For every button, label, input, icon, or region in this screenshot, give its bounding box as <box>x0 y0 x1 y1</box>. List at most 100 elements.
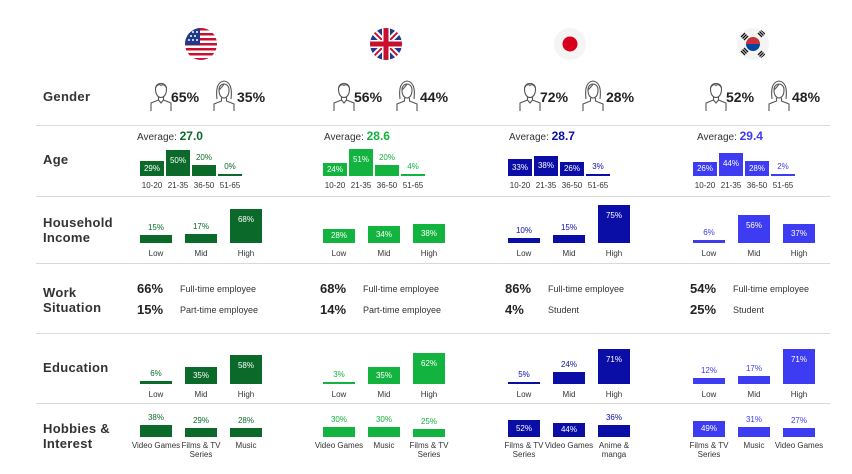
work-situation-percent: 14% <box>320 302 347 317</box>
education-category-label: Low <box>148 390 164 399</box>
education-category-label: High <box>237 390 255 399</box>
age-bar: 28% <box>745 161 769 176</box>
gender-male-value: 56% <box>354 89 383 105</box>
income-bar: 34% <box>368 226 400 243</box>
education-category-label: Mid <box>747 390 761 399</box>
age-bar: 26% <box>693 162 717 176</box>
education-bar: 35% <box>368 367 400 384</box>
education-category-label: Mid <box>377 390 391 399</box>
income-category-label: High <box>790 249 808 258</box>
age-bar: 20% <box>375 153 399 176</box>
education-bar-label: 24% <box>560 360 577 369</box>
income-bar-label: 17% <box>192 222 209 231</box>
education-bar: 71% <box>783 349 815 384</box>
age-category-label: 51-65 <box>587 181 609 190</box>
work-situation-label: Student <box>548 305 580 315</box>
age-bar-label: 50% <box>169 156 186 165</box>
work-situation-percent: 66% <box>137 281 164 296</box>
education-bar: 12% <box>693 366 725 384</box>
age-bar: 26% <box>560 162 584 176</box>
age-category-label: 36-50 <box>561 181 583 190</box>
gender-female-value: 28% <box>606 89 635 105</box>
hobbies-bar-label: 29% <box>192 416 209 425</box>
row-label-hobbies-line2: Interest <box>43 436 93 451</box>
age-bar-label: 4% <box>407 162 419 171</box>
income-category-label: Low <box>701 249 717 258</box>
income-category-label: High <box>237 249 255 258</box>
row-label-household-income-line2: Income <box>43 230 91 245</box>
age-average-value: 28.7 <box>551 129 575 143</box>
divider <box>36 403 830 404</box>
age-average-label: Average: <box>509 132 549 143</box>
female-person-icon <box>211 78 237 112</box>
age-bar-label: 51% <box>352 155 369 164</box>
age-category-label: 10-20 <box>324 181 346 190</box>
age-category-label: 21-35 <box>350 181 372 190</box>
age-bar-label: 38% <box>537 161 554 170</box>
education-category-label: Mid <box>562 390 576 399</box>
age-bar-label: 44% <box>722 159 739 168</box>
age-bar-label: 2% <box>777 162 789 171</box>
row-label-work-line2: Situation <box>43 300 102 315</box>
education-category-label: Low <box>516 390 532 399</box>
work-situation-label: Full-time employee <box>733 284 810 294</box>
age-category-label: 51-65 <box>219 181 241 190</box>
income-category-label: Low <box>331 249 347 258</box>
work-situation-label: Part-time employee <box>180 305 259 315</box>
age-average-label: Average: <box>697 132 737 143</box>
hobbies-bar: 49% <box>693 421 725 437</box>
hobbies-bar: 38% <box>140 413 172 437</box>
female-person-icon <box>766 78 792 112</box>
education-bar: 58% <box>230 355 262 384</box>
work-situation-label: Student <box>733 305 765 315</box>
male-person-icon <box>517 78 543 112</box>
hobbies-category-label: Films & TV Series <box>409 441 449 459</box>
age-bar-label: 24% <box>326 165 343 174</box>
work-situation-percent: 54% <box>690 281 717 296</box>
age-average-value: 28.6 <box>366 129 390 143</box>
row-label-gender: Gender <box>43 89 91 104</box>
hobbies-category-label: Music <box>373 441 395 450</box>
income-bar: 28% <box>323 229 355 243</box>
work-situation-percent: 86% <box>505 281 532 296</box>
gender-male-value: 52% <box>726 89 755 105</box>
age-bar: 44% <box>719 153 743 176</box>
work-situation-item: 86% Full-time employee <box>505 281 675 297</box>
hobbies-bar: 30% <box>323 415 355 437</box>
hobbies-bar: 52% <box>508 420 540 437</box>
income-bar-label: 56% <box>745 221 762 230</box>
education-bar: 62% <box>413 353 445 384</box>
hobbies-bar-label: 25% <box>420 417 437 426</box>
age-bar-label: 3% <box>592 162 604 171</box>
work-situation-item: 54% Full-time employee <box>690 281 852 297</box>
income-bar-label: 10% <box>515 226 532 235</box>
age-bar: 29% <box>140 161 164 176</box>
work-situation-percent: 15% <box>137 302 164 317</box>
income-bar: 38% <box>413 224 445 243</box>
age-bar-label: 29% <box>143 164 160 173</box>
income-bar-label: 15% <box>560 223 577 232</box>
work-situation-item: 66% Full-time employee <box>137 281 307 297</box>
hobbies-bar: 29% <box>185 416 217 437</box>
male-person-icon <box>148 78 174 112</box>
income-bar-label: 68% <box>237 215 254 224</box>
age-bar: 24% <box>323 163 347 176</box>
gender-male-value: 65% <box>171 89 200 105</box>
age-category-label: 51-65 <box>772 181 794 190</box>
row-label-hobbies-line1: Hobbies & <box>43 421 110 436</box>
male-person-icon <box>331 78 357 112</box>
work-situation-item: 25% Student <box>690 302 852 318</box>
work-situation-percent: 68% <box>320 281 347 296</box>
female-person-icon <box>394 78 420 112</box>
age-category-label: 10-20 <box>509 181 531 190</box>
age-bar-label: 0% <box>224 162 236 171</box>
hobbies-bar: 44% <box>553 423 585 437</box>
hobbies-category-label: Music <box>235 441 257 450</box>
education-bar: 6% <box>140 369 172 384</box>
age-bar: 4% <box>401 162 425 176</box>
japan-flag-icon <box>554 28 586 60</box>
hobbies-bar-label: 38% <box>147 413 164 422</box>
gender-female-value: 48% <box>792 89 821 105</box>
age-bar-label: 33% <box>511 163 528 172</box>
income-bar: 15% <box>553 223 585 243</box>
